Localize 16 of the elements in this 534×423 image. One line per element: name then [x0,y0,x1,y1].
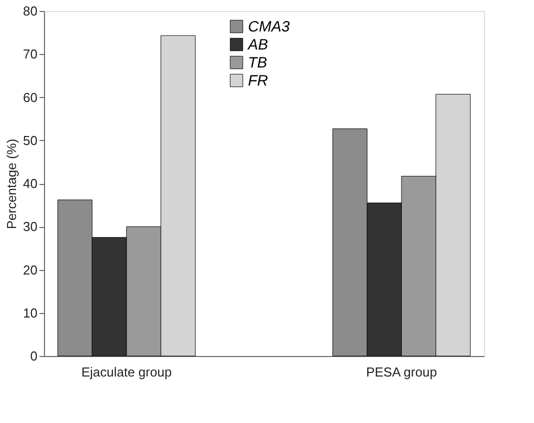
y-tick-label: 60 [23,90,38,105]
y-tick-label: 70 [23,46,38,62]
y-tick-label: 50 [23,132,38,148]
legend-label: TB [248,54,268,72]
y-axis-title: Percentage (%) [4,138,20,230]
y-tick-label: 80 [23,4,38,18]
y-tick-label: 20 [23,262,38,278]
y-tick-label: 0 [30,348,38,364]
y-tick-label: 30 [23,219,38,234]
y-tick-label: 10 [23,305,38,320]
legend-label: FR [248,72,268,90]
y-tick-label: 40 [23,176,38,191]
legend-label: CMA3 [248,18,290,36]
x-tick-label: Ejaculate group [81,364,172,380]
x-tick-label: PESA group [366,364,437,380]
legend-label: AB [247,36,268,54]
